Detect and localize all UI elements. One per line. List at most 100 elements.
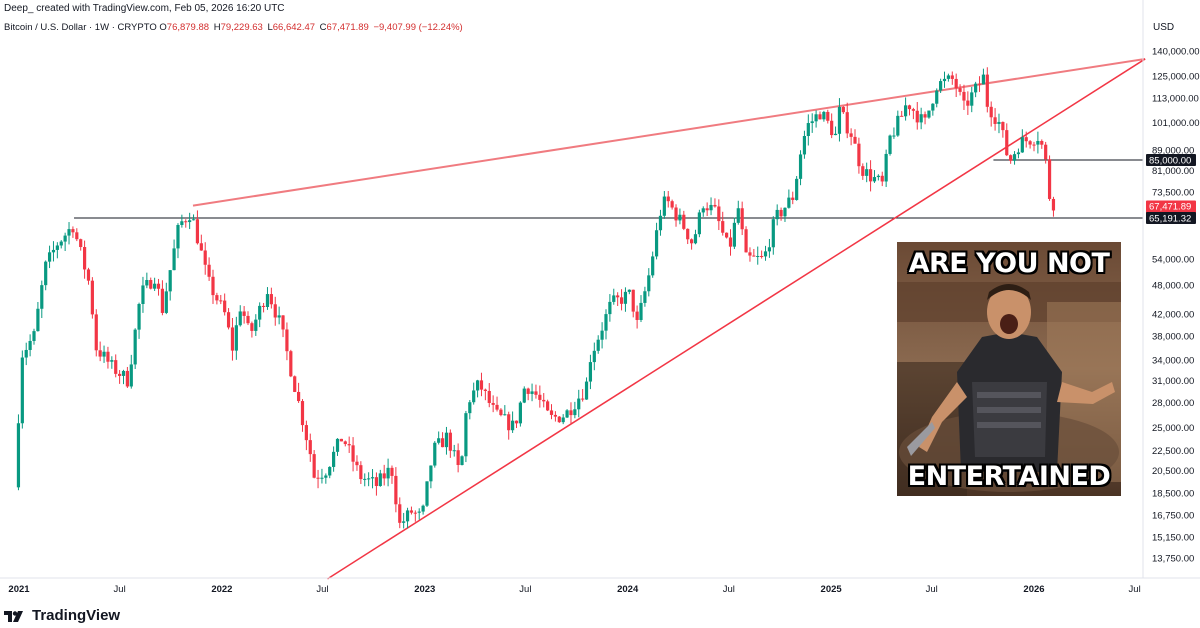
brand-name: TradingView [32, 607, 121, 624]
candle-body [701, 208, 705, 213]
candle-body [763, 251, 768, 257]
brand-logo[interactable]: TradingView [4, 607, 120, 624]
candle-body [1051, 198, 1056, 211]
candle-body [199, 243, 203, 251]
candle-body [223, 300, 227, 313]
candle-body [168, 270, 172, 292]
y-tick-label: 48,000.00 [1152, 280, 1194, 291]
candle-body [499, 409, 503, 416]
candle-body [728, 237, 733, 247]
candle-body [67, 229, 71, 236]
candle-body [985, 74, 989, 107]
candle-body [791, 197, 795, 200]
candle-body [409, 510, 414, 513]
candle-body [966, 100, 970, 106]
candle-body [837, 106, 842, 134]
candle-body [184, 221, 188, 223]
candle-body [530, 391, 534, 394]
candle-body [102, 351, 106, 357]
open-value: 76,879.88 [166, 22, 210, 33]
candle-body [394, 475, 398, 505]
candle-body [145, 280, 149, 286]
candle-body [20, 357, 24, 424]
candle-body [565, 410, 569, 418]
candle-body [487, 390, 491, 403]
candle-body [137, 303, 141, 330]
candle-body [28, 340, 32, 350]
candle-body [230, 327, 235, 351]
candle-body [907, 105, 912, 110]
candle-body [857, 143, 861, 167]
y-tick-label: 18,500.00 [1152, 489, 1194, 500]
candle-body [989, 106, 993, 118]
candle-body [308, 440, 312, 455]
candle-body [464, 413, 468, 457]
candle-body [511, 420, 515, 431]
candle-body [188, 220, 192, 223]
candle-body [160, 288, 165, 313]
candle-body [526, 388, 530, 394]
candle-body [16, 423, 21, 488]
candle-body [149, 280, 153, 289]
credit-line: Deep_ created with TradingView.com, Feb … [4, 3, 285, 14]
y-tick-label: 81,000.00 [1152, 166, 1194, 177]
candle-body [861, 166, 865, 176]
candle-body [631, 289, 635, 312]
candle-body [740, 208, 744, 230]
candle-body [475, 380, 480, 391]
y-tick-label: 73,500.00 [1152, 187, 1194, 198]
y-tick-label: 28,000.00 [1152, 398, 1194, 409]
candle-body [795, 178, 799, 200]
candle-body [51, 249, 56, 253]
candle-body [713, 204, 717, 207]
candle-body [176, 224, 180, 249]
candle-body [892, 135, 896, 137]
candle-body [923, 114, 927, 118]
candle-body [332, 451, 336, 467]
candle-body [79, 239, 83, 248]
high-value: 79,229.63 [220, 22, 263, 33]
candle-body [573, 409, 577, 416]
candle-body [826, 111, 830, 121]
candle-body [211, 276, 215, 296]
candle-body [997, 121, 1001, 124]
candle-body [830, 120, 834, 136]
candle-body [627, 289, 631, 292]
x-tick-label: Jul [519, 584, 531, 595]
candle-body [946, 75, 950, 79]
candle-body [1032, 144, 1036, 146]
candle-body [265, 294, 270, 307]
candle-body [670, 201, 674, 208]
candle-body [44, 261, 48, 286]
price-level-tag [1146, 211, 1196, 224]
candle-body [425, 481, 429, 506]
candle-body [359, 465, 363, 480]
x-tick-label: Jul [723, 584, 735, 595]
candle-body [549, 410, 554, 415]
candle-body [1016, 152, 1021, 155]
y-tick-label: 89,000.00 [1152, 145, 1194, 156]
x-tick-label: Jul [114, 584, 126, 595]
candle-body [822, 111, 826, 120]
candle-body [417, 511, 421, 513]
candle-body [156, 283, 161, 289]
candle-body [736, 208, 740, 223]
candle-body [604, 314, 608, 331]
candle-body [468, 402, 472, 414]
candle-body [347, 444, 351, 446]
candle-body [110, 360, 114, 362]
candle-body [752, 255, 756, 257]
candle-body [495, 404, 499, 410]
x-tick-label: Jul [1129, 584, 1141, 595]
candle-body [616, 295, 620, 298]
candle-body [246, 315, 250, 324]
candle-body [374, 477, 379, 487]
x-tick-label: 2026 [1023, 584, 1044, 595]
candle-body [351, 445, 355, 462]
symbol-name: Bitcoin / U.S. Dollar · 1W · CRYPTO [4, 22, 157, 33]
candle-body [125, 370, 129, 387]
candle-body [958, 88, 962, 92]
candle-body [1044, 144, 1048, 160]
candle-body [59, 241, 63, 246]
